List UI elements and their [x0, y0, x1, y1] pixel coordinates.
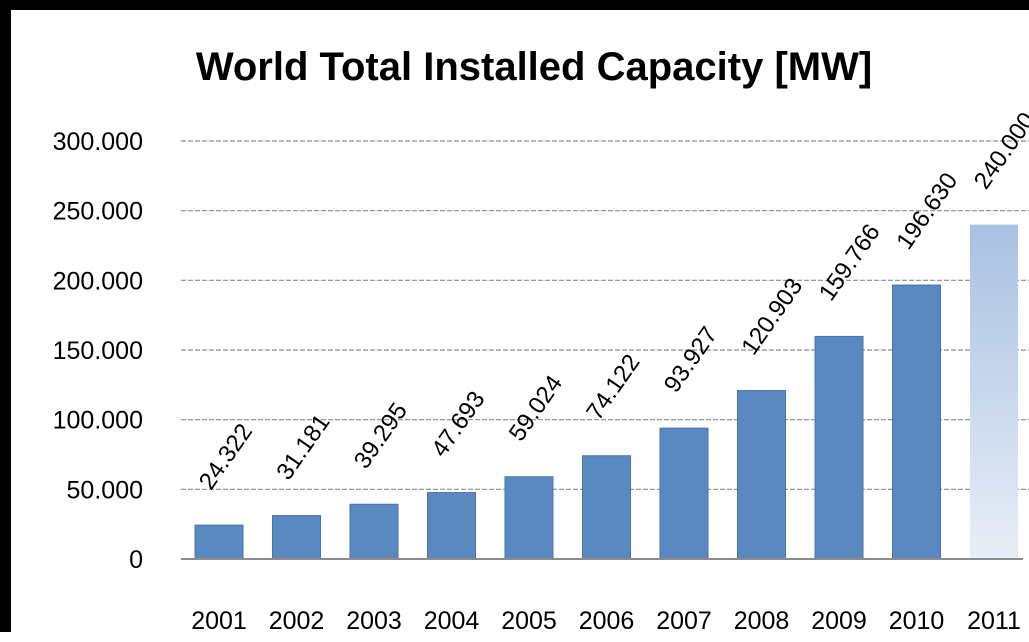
y-tick-label: 150.000 — [53, 337, 143, 365]
data-label-2006: 74.122 — [581, 350, 645, 426]
data-label-2008: 120.903 — [736, 273, 808, 360]
x-tick-label: 2004 — [424, 607, 480, 635]
data-label-2003: 39.295 — [349, 398, 413, 474]
y-axis-ticks: 0 50.000 100.000 150.000 200.000 250.000 300.0… — [53, 128, 143, 574]
bar-2004 — [427, 492, 476, 560]
chart: World Total Installed Capacity [MW] 0 50.… — [53, 45, 1029, 635]
x-tick-label: 2011 — [967, 607, 1021, 635]
x-tick-label: 2001 — [191, 607, 247, 635]
data-label-2005: 59.024 — [504, 371, 568, 447]
x-tick-label: 2002 — [269, 607, 325, 635]
bar-2002 — [272, 515, 321, 560]
x-tick-label: 2009 — [811, 607, 867, 635]
x-tick-label: 2006 — [579, 607, 635, 635]
bar-2006 — [582, 455, 631, 560]
bar-2005 — [504, 476, 554, 560]
bar-2007 — [659, 427, 709, 560]
x-tick-label: 2008 — [734, 607, 790, 635]
x-tick-label: 2003 — [346, 607, 402, 635]
x-tick-label: 2007 — [656, 607, 712, 635]
x-tick-label: 2005 — [501, 607, 557, 635]
data-label-2004: 47.693 — [426, 386, 490, 462]
y-tick-label: 200.000 — [53, 267, 143, 295]
bar-2003 — [349, 503, 399, 560]
y-tick-label: 0 — [129, 546, 143, 574]
data-label-2011: 240.000 — [969, 107, 1029, 194]
x-axis-ticks: 2001 2002 2003 2004 2005 2006 2007 2008 2009 2010… — [181, 558, 1023, 635]
data-label-2002: 31.181 — [271, 409, 335, 485]
bar-2009 — [814, 335, 864, 560]
y-tick-label: 100.000 — [53, 407, 143, 435]
bar-2010 — [892, 284, 941, 560]
bar-2011 — [970, 224, 1018, 559]
data-label-2001: 24.322 — [194, 419, 258, 495]
bar-2008 — [737, 390, 786, 560]
data-label-2009: 159.766 — [814, 219, 886, 306]
bar-2001 — [194, 524, 244, 560]
y-tick-label: 300.000 — [53, 128, 143, 156]
x-tick-label: 2010 — [889, 607, 945, 635]
y-tick-label: 50.000 — [67, 476, 143, 504]
chart-title: World Total Installed Capacity [MW] — [196, 45, 872, 89]
data-label-2007: 93.927 — [659, 322, 723, 398]
y-tick-label: 250.000 — [53, 198, 143, 226]
bars — [194, 224, 1018, 560]
